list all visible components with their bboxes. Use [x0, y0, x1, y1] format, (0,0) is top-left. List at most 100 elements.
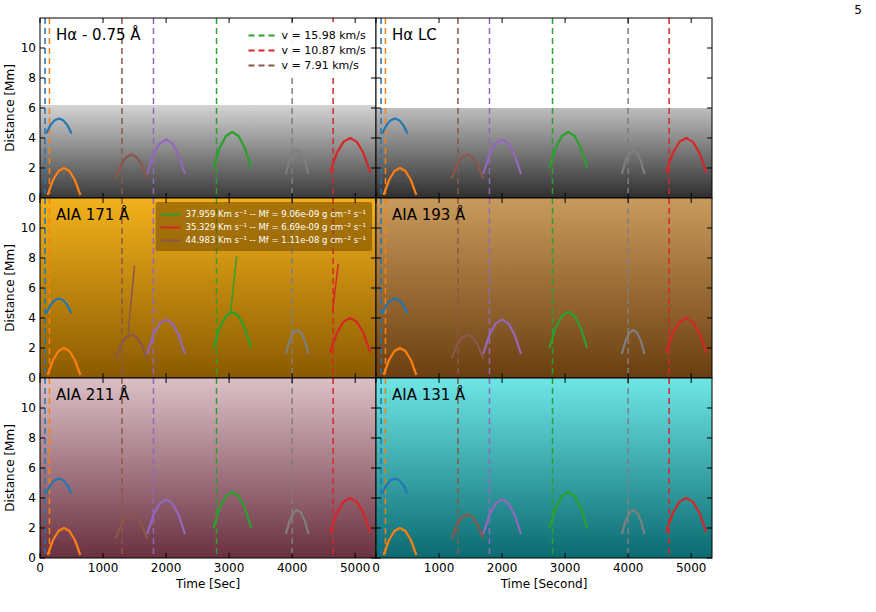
image-area — [40, 378, 376, 558]
panel: AIA 171 Å37.959 Km s⁻¹ -- Mf = 9.06e-09 … — [3, 198, 376, 385]
arc — [46, 119, 71, 134]
y-tick — [376, 168, 381, 169]
arc — [147, 140, 185, 175]
frame — [40, 378, 376, 558]
event-line — [668, 198, 670, 378]
legend-swatch — [249, 65, 277, 67]
y-tick — [40, 558, 45, 559]
panel-ground — [376, 198, 712, 378]
x-axis-title: Time [Second] — [500, 577, 588, 591]
y-tick — [371, 348, 376, 349]
legend-label: 44.983 Km s⁻¹ -- Mf = 1.11e-08 g cm⁻² s⁻… — [186, 235, 366, 245]
y-tick — [376, 528, 381, 529]
x-tick — [565, 198, 566, 203]
panel-title: AIA 211 Å — [56, 385, 130, 404]
legend-label: 37.959 Km s⁻¹ -- Mf = 9.06e-09 g cm⁻² s⁻… — [186, 209, 366, 219]
y-tick — [707, 78, 712, 79]
figure: 5Hα - 0.75 Åv = 15.98 km/sv = 10.87 km/s… — [0, 0, 876, 612]
x-tick — [292, 198, 293, 203]
arc — [549, 312, 587, 348]
arc — [286, 510, 309, 534]
image-area — [376, 108, 712, 198]
arc — [384, 528, 417, 555]
x-tick — [229, 18, 230, 23]
arc — [452, 335, 484, 359]
x-tick — [502, 378, 503, 383]
arc — [382, 119, 407, 134]
y-tick-label: 8 — [28, 431, 36, 445]
event-line — [457, 378, 459, 558]
panel: AIA 193 Å — [376, 198, 712, 378]
y-tick — [371, 108, 376, 109]
arc — [452, 155, 484, 179]
y-tick-label: 6 — [28, 461, 36, 475]
x-tick — [355, 198, 356, 203]
panel: Hα LC — [376, 18, 712, 198]
legend-swatch — [249, 35, 277, 37]
event-line — [668, 378, 670, 558]
legend-label: 35.329 Km s⁻¹ -- Mf = 6.69e-09 g cm⁻² s⁻… — [186, 222, 366, 232]
plot-marks — [45, 378, 370, 558]
y-tick — [371, 258, 376, 259]
event-line — [121, 198, 123, 378]
arc — [384, 348, 417, 375]
arc — [622, 330, 645, 354]
y-tick — [371, 138, 376, 139]
x-tick — [355, 18, 356, 23]
event-line — [121, 378, 123, 558]
y-tick — [376, 108, 381, 109]
event-line — [457, 18, 459, 198]
arc — [116, 335, 148, 359]
x-tick — [565, 373, 566, 378]
x-tick — [40, 553, 41, 558]
y-axis-title: Distance [Mm] — [3, 64, 17, 152]
arc — [483, 320, 521, 355]
event-line — [153, 18, 155, 198]
x-tick-label: 4000 — [277, 561, 308, 575]
legend-swatch — [161, 214, 181, 216]
x-tick-label: 4000 — [613, 561, 644, 575]
event-line — [552, 198, 554, 378]
x-tick — [628, 18, 629, 23]
x-tick — [103, 553, 104, 558]
arc — [286, 150, 309, 174]
y-tick — [376, 558, 381, 559]
fit-line — [230, 257, 236, 314]
x-tick — [166, 198, 167, 203]
y-tick — [371, 48, 376, 49]
arc — [147, 500, 185, 535]
panel-title: AIA 193 Å — [392, 205, 466, 224]
y-tick-label: 10 — [21, 221, 36, 235]
legend-box — [244, 22, 372, 77]
y-tick — [707, 408, 712, 409]
x-tick — [691, 193, 692, 198]
frame — [376, 198, 712, 378]
x-tick — [565, 553, 566, 558]
x-tick — [292, 193, 293, 198]
y-tick — [376, 228, 381, 229]
y-tick — [40, 498, 45, 499]
x-axis-title: Time [Sec] — [175, 577, 240, 591]
event-line — [627, 198, 629, 378]
event-line — [291, 378, 293, 558]
panel: Hα - 0.75 Åv = 15.98 km/sv = 10.87 km/sv… — [3, 18, 376, 205]
y-tick — [376, 468, 381, 469]
x-tick — [355, 373, 356, 378]
image-area — [40, 105, 376, 198]
x-tick — [166, 18, 167, 23]
plot-marks — [381, 378, 706, 558]
y-tick — [707, 348, 712, 349]
x-tick — [355, 553, 356, 558]
y-axis-title: Distance [Mm] — [3, 424, 17, 512]
panel-ground — [376, 378, 712, 558]
y-axis-title: Distance [Mm] — [3, 244, 17, 332]
y-tick — [40, 408, 45, 409]
y-tick-label: 2 — [28, 521, 36, 535]
arc — [46, 479, 71, 494]
y-tick — [376, 318, 381, 319]
x-tick — [166, 378, 167, 383]
y-tick — [40, 138, 45, 139]
event-line — [153, 198, 155, 378]
y-tick — [376, 258, 381, 259]
x-tick — [691, 18, 692, 23]
